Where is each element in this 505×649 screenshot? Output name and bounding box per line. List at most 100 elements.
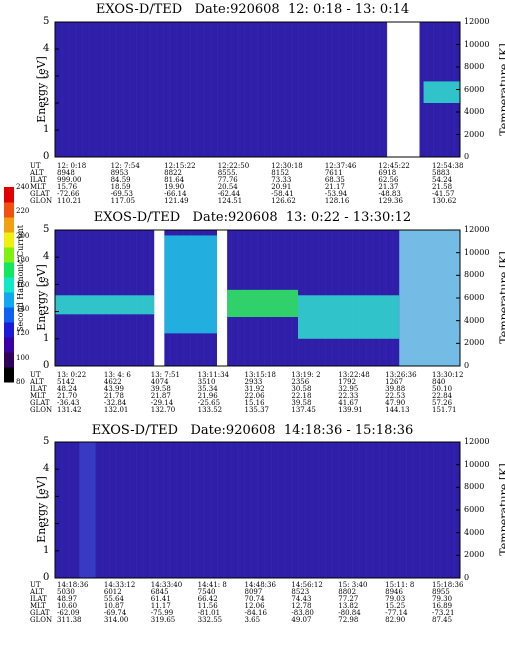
energy-tick-label: 2 bbox=[43, 517, 50, 529]
ephemeris-row-label: GLON bbox=[30, 406, 53, 414]
ephemeris-cell: 77.76 bbox=[217, 176, 238, 184]
texture-stripe bbox=[365, 22, 367, 157]
ephemeris-cell: 84.59 bbox=[110, 176, 131, 184]
texture-stripe bbox=[109, 22, 110, 157]
texture-stripe bbox=[75, 22, 77, 157]
ephemeris-cell: 13: 7:51 bbox=[150, 371, 180, 379]
ephemeris-cell: 4622 bbox=[103, 378, 122, 386]
texture-stripe bbox=[169, 22, 171, 157]
ephemeris-cell: 87.45 bbox=[432, 616, 453, 624]
ephemeris-cell: -36.43 bbox=[57, 399, 80, 407]
texture-stripe bbox=[136, 442, 137, 578]
colorbar-swatch bbox=[4, 247, 14, 263]
texture-stripe bbox=[257, 22, 259, 157]
texture-stripe bbox=[271, 22, 272, 157]
texture-stripe bbox=[156, 442, 158, 578]
texture-stripe bbox=[365, 442, 367, 578]
ephemeris-cell: 131.42 bbox=[57, 406, 82, 414]
ephemeris-cell: 129.36 bbox=[378, 197, 403, 205]
texture-stripe bbox=[291, 442, 293, 578]
ephemeris-cell: 8555. bbox=[217, 169, 238, 177]
ephemeris-cell: 74.43 bbox=[291, 595, 312, 603]
texture-stripe bbox=[203, 22, 205, 157]
ephemeris-cell: 132.01 bbox=[103, 406, 129, 414]
ephemeris-cell: 14:33:40 bbox=[150, 581, 183, 589]
ephemeris-cell: 7540 bbox=[197, 588, 216, 596]
energy-tick-label: 4 bbox=[43, 43, 50, 54]
texture-stripe bbox=[203, 442, 205, 578]
ephemeris-row-label: ILAT bbox=[30, 176, 47, 184]
colorbar-label: Second Harmonic Current bbox=[16, 224, 26, 333]
texture-stripe bbox=[331, 22, 333, 157]
ephemeris-row-label: ALT bbox=[30, 378, 44, 386]
ephemeris-cell: 13.82 bbox=[338, 602, 359, 610]
ephemeris-cell: 8822 bbox=[164, 169, 182, 177]
texture-stripe bbox=[163, 442, 164, 578]
ephemeris-cell: 10.60 bbox=[57, 602, 78, 610]
ephemeris-cell: 12:54:38 bbox=[432, 162, 464, 170]
ephemeris-cell: 6845 bbox=[150, 588, 169, 596]
ephemeris-cell: 2933 bbox=[244, 378, 263, 386]
ephemeris-cell: -58.41 bbox=[271, 190, 294, 198]
ephemeris-cell: 21.58 bbox=[432, 183, 453, 191]
texture-stripe bbox=[379, 22, 380, 157]
ephemeris-cell: -25.65 bbox=[197, 399, 221, 407]
texture-stripe bbox=[163, 22, 164, 157]
texture-stripe bbox=[244, 22, 245, 157]
temperature-axis-label: Temperature [K] bbox=[497, 251, 505, 344]
ephemeris-cell: 30.58 bbox=[291, 385, 312, 393]
texture-stripe bbox=[217, 442, 218, 578]
texture-stripe bbox=[169, 442, 171, 578]
ephemeris-cell: 77.27 bbox=[338, 595, 359, 603]
ephemeris-cell: 50.10 bbox=[432, 385, 453, 393]
ephemeris-cell: -69.53 bbox=[110, 190, 133, 198]
ephemeris-cell: 5142 bbox=[57, 378, 75, 386]
texture-stripe bbox=[291, 22, 293, 157]
texture-stripe bbox=[217, 22, 218, 157]
colorbar-swatch bbox=[4, 307, 14, 323]
texture-stripe bbox=[372, 442, 374, 578]
ephemeris-cell: 13:11:34 bbox=[197, 371, 230, 379]
texture-stripe bbox=[237, 22, 239, 157]
energy-tick-label: 0 bbox=[43, 151, 50, 162]
ephemeris-cell: 54.24 bbox=[432, 176, 453, 184]
texture-stripe bbox=[277, 442, 279, 578]
texture-stripe bbox=[372, 22, 374, 157]
ephemeris-cell: 13:26:36 bbox=[385, 371, 417, 379]
ephemeris-cell: 22.33 bbox=[338, 392, 359, 400]
ephemeris-cell: 39.58 bbox=[291, 399, 312, 407]
ephemeris-cell: 14:56:12 bbox=[291, 581, 323, 589]
texture-stripe bbox=[223, 22, 225, 157]
ephemeris-cell: 55.64 bbox=[103, 595, 124, 603]
texture-stripe bbox=[453, 442, 455, 578]
ephemeris-cell: 22.06 bbox=[244, 392, 265, 400]
texture-stripe bbox=[426, 442, 428, 578]
texture-stripe bbox=[385, 22, 387, 157]
texture-stripe bbox=[250, 442, 252, 578]
colorbar-swatch bbox=[4, 217, 14, 233]
ephemeris-cell: 35.34 bbox=[197, 385, 218, 393]
texture-stripe bbox=[325, 442, 326, 578]
intensity-band bbox=[399, 230, 460, 366]
ephemeris-row-label: UT bbox=[30, 162, 41, 170]
ephemeris-row-label: UT bbox=[30, 371, 41, 379]
ephemeris-cell: 117.05 bbox=[110, 197, 136, 205]
intensity-band bbox=[298, 295, 400, 339]
texture-stripe bbox=[102, 22, 104, 157]
ephemeris-cell: 6918 bbox=[378, 169, 397, 177]
temperature-tick-label: 12000 bbox=[464, 437, 490, 446]
ephemeris-cell: -72.66 bbox=[57, 190, 80, 198]
texture-stripe bbox=[75, 442, 77, 578]
texture-stripe bbox=[183, 22, 185, 157]
spectrogram-plot bbox=[54, 229, 461, 367]
intensity-band bbox=[164, 235, 217, 334]
ephemeris-cell: -83.80 bbox=[291, 609, 314, 617]
texture-stripe bbox=[109, 442, 110, 578]
energy-tick-label: 2 bbox=[43, 97, 50, 108]
colorbar-tick-label: 100 bbox=[16, 353, 30, 362]
ephemeris-cell: -80.84 bbox=[338, 609, 361, 617]
ephemeris-cell: 12: 7:54 bbox=[110, 162, 140, 170]
ephemeris-cell: 135.37 bbox=[244, 406, 270, 414]
texture-stripe bbox=[325, 22, 326, 157]
colorbar-swatches bbox=[4, 187, 14, 383]
